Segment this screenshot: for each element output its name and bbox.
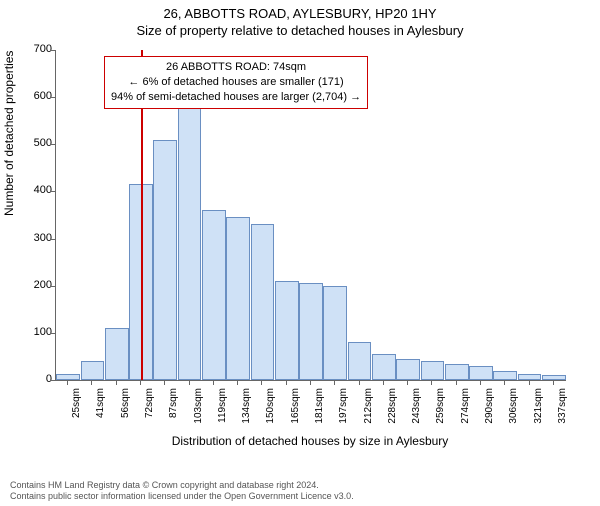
x-tick-label: 337sqm bbox=[557, 388, 568, 438]
histogram-bar bbox=[323, 286, 347, 380]
x-tick-label: 25sqm bbox=[71, 388, 82, 438]
x-tick-label: 306sqm bbox=[508, 388, 519, 438]
x-tick-mark bbox=[310, 380, 311, 385]
x-tick-label: 72sqm bbox=[144, 388, 155, 438]
x-tick-mark bbox=[359, 380, 360, 385]
x-tick-label: 150sqm bbox=[265, 388, 276, 438]
page-subtitle: Size of property relative to detached ho… bbox=[0, 23, 600, 38]
footer-attribution: Contains HM Land Registry data © Crown c… bbox=[10, 480, 354, 503]
x-tick-label: 197sqm bbox=[338, 388, 349, 438]
x-tick-label: 290sqm bbox=[484, 388, 495, 438]
histogram-bar bbox=[275, 281, 299, 380]
annotation-line-3: 94% of semi-detached houses are larger (… bbox=[111, 90, 361, 105]
y-tick-label: 100 bbox=[20, 326, 52, 338]
annotation-line-1: 26 ABBOTTS ROAD: 74sqm bbox=[111, 60, 361, 75]
histogram-bar bbox=[445, 364, 469, 381]
y-axis-label: Number of detached properties bbox=[2, 51, 16, 216]
y-tick-label: 600 bbox=[20, 90, 52, 102]
y-tick-label: 200 bbox=[20, 279, 52, 291]
x-tick-mark bbox=[334, 380, 335, 385]
x-tick-label: 134sqm bbox=[241, 388, 252, 438]
x-tick-mark bbox=[407, 380, 408, 385]
annotation-box: 26 ABBOTTS ROAD: 74sqm ← 6% of detached … bbox=[104, 56, 368, 109]
plot-area: 26 ABBOTTS ROAD: 74sqm ← 6% of detached … bbox=[55, 50, 566, 381]
histogram-bar bbox=[178, 107, 202, 380]
y-tick-label: 700 bbox=[20, 43, 52, 55]
footer-line-1: Contains HM Land Registry data © Crown c… bbox=[10, 480, 354, 491]
x-axis-label: Distribution of detached houses by size … bbox=[55, 434, 565, 448]
footer-line-2: Contains public sector information licen… bbox=[10, 491, 354, 502]
x-tick-mark bbox=[529, 380, 530, 385]
annotation-line-2: ← 6% of detached houses are smaller (171… bbox=[111, 75, 361, 90]
x-tick-label: 87sqm bbox=[168, 388, 179, 438]
x-tick-mark bbox=[116, 380, 117, 385]
histogram-bar bbox=[493, 371, 517, 380]
y-tick-label: 400 bbox=[20, 184, 52, 196]
page-address: 26, ABBOTTS ROAD, AYLESBURY, HP20 1HY bbox=[0, 6, 600, 21]
histogram-bar bbox=[299, 283, 323, 380]
x-tick-label: 103sqm bbox=[193, 388, 204, 438]
histogram-bar bbox=[469, 366, 493, 380]
histogram-bar bbox=[251, 224, 275, 380]
histogram-bar bbox=[226, 217, 250, 380]
x-tick-mark bbox=[164, 380, 165, 385]
histogram-bar bbox=[81, 361, 105, 380]
histogram-bar bbox=[105, 328, 129, 380]
x-tick-mark bbox=[286, 380, 287, 385]
x-tick-label: 119sqm bbox=[217, 388, 228, 438]
x-tick-label: 41sqm bbox=[95, 388, 106, 438]
x-tick-mark bbox=[480, 380, 481, 385]
x-tick-mark bbox=[553, 380, 554, 385]
x-tick-label: 259sqm bbox=[435, 388, 446, 438]
x-tick-label: 165sqm bbox=[290, 388, 301, 438]
x-tick-label: 243sqm bbox=[411, 388, 422, 438]
x-tick-label: 228sqm bbox=[387, 388, 398, 438]
histogram-bar bbox=[348, 342, 372, 380]
x-tick-mark bbox=[67, 380, 68, 385]
chart-container: Number of detached properties 0 100 200 300… bbox=[0, 46, 600, 446]
x-tick-mark bbox=[261, 380, 262, 385]
x-tick-mark bbox=[91, 380, 92, 385]
histogram-bar bbox=[542, 375, 566, 380]
x-tick-mark bbox=[456, 380, 457, 385]
histogram-bar bbox=[153, 140, 177, 380]
x-tick-label: 274sqm bbox=[460, 388, 471, 438]
histogram-bar bbox=[372, 354, 396, 380]
y-tick-label: 0 bbox=[20, 373, 52, 385]
x-tick-mark bbox=[504, 380, 505, 385]
x-tick-mark bbox=[189, 380, 190, 385]
x-tick-mark bbox=[237, 380, 238, 385]
x-tick-label: 321sqm bbox=[533, 388, 544, 438]
x-tick-mark bbox=[213, 380, 214, 385]
x-tick-mark bbox=[140, 380, 141, 385]
histogram-bar bbox=[396, 359, 420, 380]
x-tick-mark bbox=[383, 380, 384, 385]
x-tick-label: 56sqm bbox=[120, 388, 131, 438]
y-tick-label: 500 bbox=[20, 137, 52, 149]
x-tick-mark bbox=[431, 380, 432, 385]
y-tick-label: 300 bbox=[20, 232, 52, 244]
histogram-bar bbox=[421, 361, 445, 380]
x-tick-label: 181sqm bbox=[314, 388, 325, 438]
histogram-bar bbox=[202, 210, 226, 380]
x-tick-label: 212sqm bbox=[363, 388, 374, 438]
